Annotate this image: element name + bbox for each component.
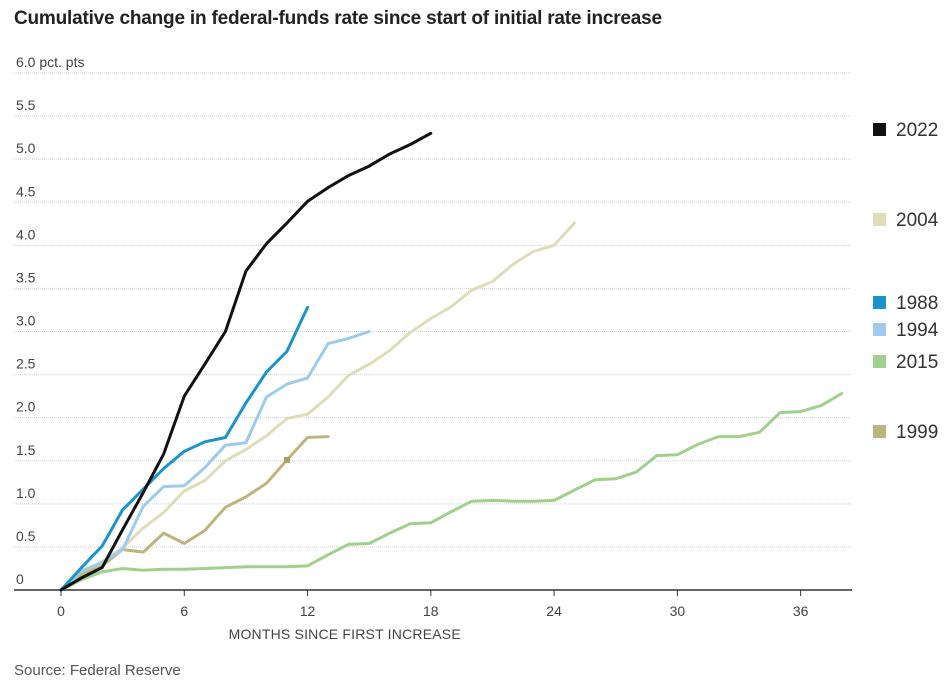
legend-label-2004: 2004	[896, 210, 939, 231]
grid-lines	[14, 72, 852, 548]
y-tick-label: 1.5	[16, 442, 36, 458]
y-axis-ticks: 0 0.5 1.0 1.5 2.0 2.5 3.0 3.5 4.0 4.5 5.0 5.5 6.0 pc…	[16, 54, 84, 587]
legend-swatch-2004	[873, 213, 886, 226]
y-tick-label: 0	[16, 571, 24, 587]
y-tick-label: 2.5	[16, 356, 36, 372]
legend-swatch-2015	[873, 355, 886, 368]
y-tick-label: 1.0	[16, 485, 36, 501]
x-axis: 0 6 12 18 24 30 36	[14, 589, 852, 619]
legend-swatch-1994	[873, 323, 886, 336]
y-tick-label: 6.0 pct. pts	[16, 54, 84, 70]
legend: 2022 2004 1988 1994 2015 1999	[873, 120, 939, 443]
legend-swatch-1988	[873, 296, 886, 309]
x-tick-label: 30	[670, 603, 686, 619]
legend-swatch-2022	[873, 123, 886, 136]
y-tick-label: 0.5	[16, 528, 36, 544]
legend-label-1988: 1988	[896, 293, 938, 314]
series-line-2015	[59, 392, 844, 592]
legend-label-2015: 2015	[896, 352, 938, 373]
y-tick-label: 5.5	[16, 97, 36, 113]
y-tick-label: 5.0	[16, 140, 36, 156]
series-line-1988	[59, 305, 309, 592]
y-tick-label: 3.5	[16, 269, 36, 285]
chart-title: Cumulative change in federal-funds rate …	[14, 8, 662, 29]
x-axis-label: MONTHS SINCE FIRST INCREASE	[229, 626, 461, 642]
series-line-2022	[59, 131, 433, 592]
x-tick-label: 12	[300, 603, 316, 619]
legend-swatch-1999	[873, 425, 886, 438]
x-tick-label: 6	[180, 603, 188, 619]
series-marker-1999	[284, 456, 290, 463]
y-tick-label: 2.0	[16, 399, 36, 415]
series-line-2004	[59, 221, 577, 592]
y-tick-label: 4.0	[16, 226, 36, 242]
y-tick-label: 4.5	[16, 183, 36, 199]
series-line-1994	[59, 330, 371, 592]
legend-label-2022: 2022	[896, 120, 938, 141]
legend-label-1994: 1994	[896, 320, 939, 341]
x-tick-label: 24	[546, 603, 562, 619]
legend-label-1999: 1999	[896, 422, 938, 443]
series-lines	[59, 131, 844, 592]
x-tick-label: 0	[57, 603, 65, 619]
y-tick-label: 3.0	[16, 313, 36, 329]
x-tick-label: 36	[793, 603, 809, 619]
x-tick-label: 18	[423, 603, 439, 619]
source-note: Source: Federal Reserve	[14, 662, 181, 679]
